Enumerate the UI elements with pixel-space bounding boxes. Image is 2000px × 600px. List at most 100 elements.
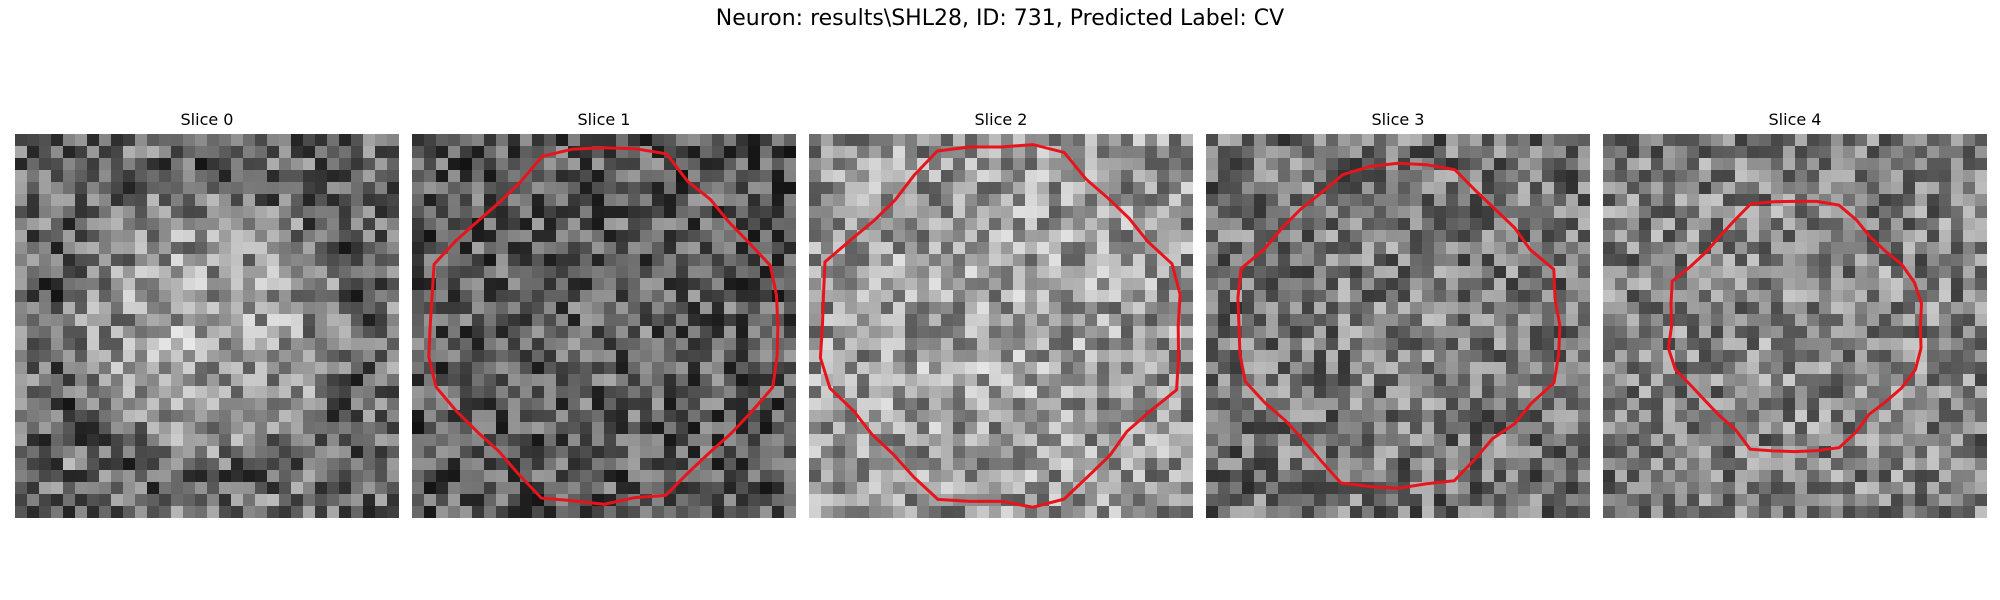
pixel [1181, 194, 1193, 207]
pixel [472, 290, 485, 303]
pixel [580, 386, 593, 399]
pixel [436, 170, 449, 183]
pixel [1494, 446, 1507, 459]
pixel [1831, 350, 1844, 363]
pixel [231, 446, 244, 459]
pixel [1639, 146, 1652, 159]
pixel [772, 254, 785, 267]
pixel [556, 338, 569, 351]
pixel [1049, 470, 1062, 483]
pixel [748, 158, 761, 171]
pixel [15, 446, 28, 459]
pixel [1615, 170, 1628, 183]
pixel [1903, 422, 1916, 435]
pixel [1157, 314, 1170, 327]
pixel [1398, 422, 1411, 435]
pixel [1855, 146, 1868, 159]
pixel [1338, 290, 1351, 303]
pixel [424, 170, 437, 183]
pixel [1699, 266, 1712, 279]
pixel [111, 146, 124, 159]
pixel [363, 278, 376, 291]
pixel [1422, 338, 1435, 351]
pixel [436, 230, 449, 243]
pixel [1566, 242, 1579, 255]
pixel [1542, 206, 1555, 219]
pixel [1458, 494, 1471, 507]
pixel [712, 362, 725, 375]
pixel [412, 494, 425, 507]
pixel [63, 410, 76, 423]
pixel [532, 398, 545, 411]
pixel [351, 410, 364, 423]
pixel [1903, 230, 1916, 243]
pixel [568, 194, 581, 207]
pixel [147, 350, 160, 363]
pixel [99, 362, 112, 375]
pixel [496, 146, 509, 159]
pixel [1470, 494, 1483, 507]
pixel [436, 398, 449, 411]
pixel [784, 338, 796, 351]
pixel [1530, 326, 1543, 339]
pixel [1506, 398, 1519, 411]
pixel [1615, 218, 1628, 231]
pixel [1121, 374, 1134, 387]
pixel [183, 494, 196, 507]
pixel [821, 134, 834, 147]
pixel [1711, 278, 1724, 291]
pixel [327, 434, 340, 447]
pixel [1747, 350, 1760, 363]
pixel [580, 458, 593, 471]
pixel [1097, 434, 1110, 447]
pixel [1049, 206, 1062, 219]
pixel [1506, 506, 1519, 518]
pixel [412, 134, 425, 147]
pixel [1398, 398, 1411, 411]
pixel [1386, 302, 1399, 315]
pixel [520, 398, 533, 411]
pixel [1639, 326, 1652, 339]
pixel [953, 482, 966, 495]
pixel [1398, 350, 1411, 363]
pixel [784, 410, 796, 423]
pixel [1783, 374, 1796, 387]
pixel [1350, 254, 1363, 267]
pixel [1458, 230, 1471, 243]
pixel [700, 158, 713, 171]
pixel [315, 470, 328, 483]
pixel [39, 338, 52, 351]
pixel [1711, 386, 1724, 399]
pixel [1518, 302, 1531, 315]
pixel [123, 362, 136, 375]
pixel [845, 194, 858, 207]
pixel [724, 338, 737, 351]
pixel [809, 170, 822, 183]
pixel [99, 206, 112, 219]
pixel [1807, 326, 1820, 339]
pixel [1711, 146, 1724, 159]
pixel [640, 302, 653, 315]
pixel [1578, 146, 1590, 159]
pixel [1843, 458, 1856, 471]
pixel [1410, 134, 1423, 147]
pixel [989, 170, 1002, 183]
pixel [1771, 338, 1784, 351]
pixel [809, 482, 822, 495]
pixel [845, 422, 858, 435]
pixel [881, 482, 894, 495]
pixel [821, 410, 834, 423]
pixel [1891, 170, 1904, 183]
pixel [123, 194, 136, 207]
pixel [1518, 134, 1531, 147]
pixel [1398, 218, 1411, 231]
pixel [929, 338, 942, 351]
pixel [1819, 314, 1832, 327]
pixel [243, 326, 256, 339]
pixel [688, 434, 701, 447]
pixel [183, 422, 196, 435]
pixel [676, 146, 689, 159]
pixel [664, 182, 677, 195]
pixel [1037, 362, 1050, 375]
pixel [39, 134, 52, 147]
